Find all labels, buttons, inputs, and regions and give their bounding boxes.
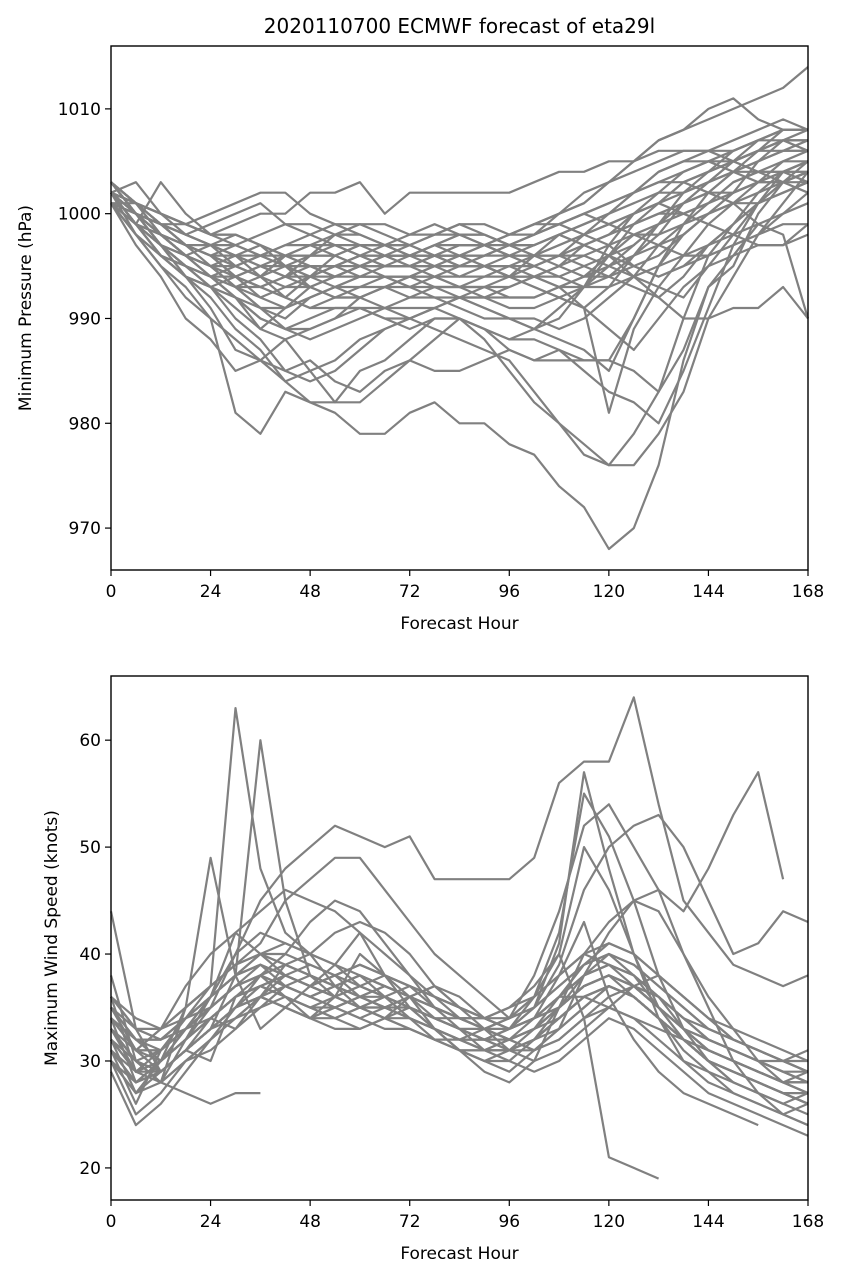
wind-y-axis-label: Maximum Wind Speed (knots): [42, 810, 62, 1066]
wind-y-tick-label: 60: [79, 731, 101, 751]
pressure-x-tick-label: 72: [399, 582, 421, 602]
wind-series-line-35: [110, 984, 809, 1105]
pressure-x-tick-label: 48: [299, 582, 321, 602]
pressure-series-group: [110, 66, 810, 551]
wind-x-tick-label: 144: [692, 1212, 724, 1232]
pressure-series-line-7: [110, 192, 810, 551]
wind-y-tick-label: 50: [79, 838, 101, 858]
wind-x-tick-label: 0: [106, 1212, 117, 1232]
pressure-y-tick-label: 1000: [58, 205, 101, 225]
wind-y-tick-label: 30: [79, 1052, 101, 1072]
pressure-series-line-39: [110, 181, 809, 278]
pressure-y-tick-label: 1010: [58, 100, 101, 120]
pressure-axes-frame: [110, 45, 809, 571]
wind-panel: 0 24 48 72 96 120 144 168 20 30 40 50 60 Forecast Hou…: [42, 675, 824, 1264]
wind-x-tick-label: 96: [498, 1212, 520, 1232]
wind-y-tick-label: 20: [79, 1159, 101, 1179]
wind-x-axis-label: Forecast Hour: [400, 1244, 518, 1264]
figure-title: 2020110700 ECMWF forecast of eta29l: [264, 14, 655, 38]
wind-series-line-31: [110, 995, 809, 1116]
pressure-x-axis-label: Forecast Hour: [400, 614, 518, 634]
pressure-x-tick-label: 24: [200, 582, 222, 602]
pressure-series-line-30: [110, 139, 808, 362]
pressure-series-line-40: [110, 128, 808, 310]
wind-x-tick-label: 24: [200, 1212, 222, 1232]
wind-series-line-4: [110, 771, 785, 1084]
wind-x-tick-label: 168: [792, 1212, 824, 1232]
wind-x-tick-label: 48: [299, 1212, 321, 1232]
pressure-x-tick-label: 168: [792, 582, 824, 602]
pressure-y-tick-label: 980: [69, 414, 101, 434]
pressure-y-tick-label: 970: [69, 519, 101, 539]
wind-series-line-34: [110, 963, 809, 1084]
pressure-x-tick-label: 144: [692, 582, 724, 602]
pressure-y-tick-label: 990: [69, 309, 101, 329]
wind-axes-frame: [110, 675, 809, 1201]
pressure-series-line-9: [110, 160, 809, 467]
pressure-series-line-8: [110, 170, 809, 425]
pressure-panel: 0 24 48 72 96 120 144 168 970 980 990 1000 1010 Forec…: [16, 45, 824, 634]
pressure-x-tick-label: 120: [593, 582, 625, 602]
wind-x-tick-label: 72: [399, 1212, 421, 1232]
wind-y-tick-label: 40: [79, 945, 101, 965]
pressure-series-line-36: [110, 170, 808, 331]
wind-series-line-36: [110, 1028, 261, 1105]
pressure-series-line-31: [110, 160, 808, 257]
pressure-series-line-37: [110, 170, 809, 278]
wind-series-group: [109, 696, 809, 1180]
pressure-x-tick-label: 0: [106, 582, 117, 602]
wind-x-tick-label: 120: [593, 1212, 625, 1232]
pressure-x-tick-label: 96: [498, 582, 520, 602]
pressure-y-axis-label: Minimum Pressure (hPa): [16, 205, 36, 411]
wind-series-line-37: [110, 974, 808, 1084]
